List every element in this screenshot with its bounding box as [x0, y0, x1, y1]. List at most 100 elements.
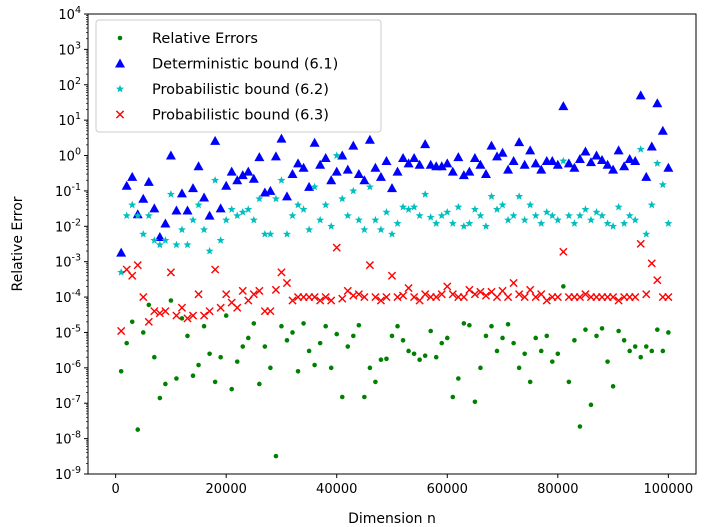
- data-point: [155, 309, 164, 318]
- data-point: [478, 365, 483, 371]
- data-point: [660, 348, 666, 354]
- data-point: [121, 180, 132, 190]
- data-point: [222, 290, 231, 299]
- data-point: [592, 208, 601, 216]
- series-2: [116, 90, 674, 257]
- data-point: [439, 340, 445, 346]
- data-point: [647, 200, 656, 209]
- data-point: [475, 159, 486, 169]
- y-tick-label: 100: [58, 147, 81, 165]
- data-point: [160, 218, 171, 228]
- ticks-layer: 0 20000 40000 60000 80000 100000 10-9 10-8 10-7 1…: [55, 5, 693, 497]
- data-point: [614, 202, 623, 211]
- data-point: [298, 162, 309, 172]
- y-tick-label: 101: [58, 111, 81, 129]
- data-point: [443, 282, 452, 291]
- data-point: [309, 137, 320, 147]
- data-point: [243, 166, 254, 176]
- data-point: [511, 340, 516, 346]
- data-point: [200, 225, 209, 234]
- data-point: [646, 141, 657, 151]
- data-point: [399, 202, 408, 211]
- x-tick-label: 80000: [537, 482, 578, 497]
- data-point: [188, 183, 199, 193]
- data-point: [655, 327, 660, 332]
- data-point: [400, 338, 406, 343]
- data-point: [608, 292, 618, 302]
- data-point: [199, 192, 210, 202]
- data-point: [215, 203, 226, 213]
- data-point: [448, 219, 457, 227]
- data-point: [266, 229, 275, 238]
- data-point: [365, 182, 374, 191]
- data-point: [337, 150, 348, 160]
- data-point: [323, 323, 328, 329]
- data-point: [221, 180, 232, 190]
- data-point: [249, 290, 258, 299]
- data-point: [509, 211, 518, 220]
- data-point: [426, 213, 435, 221]
- data-point: [526, 200, 535, 209]
- data-point: [212, 379, 218, 385]
- y-tick-label: 10-1: [55, 182, 81, 200]
- x-axis-label: Dimension n: [348, 511, 436, 527]
- data-point: [603, 219, 612, 227]
- data-point: [194, 290, 203, 299]
- data-point: [150, 307, 159, 316]
- data-point: [630, 156, 641, 166]
- data-point: [563, 158, 574, 168]
- data-point: [494, 348, 500, 354]
- data-point: [255, 194, 264, 203]
- data-point: [127, 171, 138, 181]
- data-point: [287, 169, 298, 179]
- y-tick-label: 10-7: [55, 394, 81, 412]
- data-point: [647, 259, 656, 268]
- data-point: [653, 276, 662, 285]
- data-point: [486, 140, 497, 150]
- data-point: [384, 356, 389, 362]
- data-point: [398, 291, 408, 300]
- data-point: [542, 296, 551, 305]
- data-point: [138, 193, 149, 203]
- data-point: [262, 344, 268, 349]
- data-point: [245, 335, 251, 341]
- data-point: [163, 381, 168, 387]
- data-point: [635, 90, 646, 100]
- data-point: [425, 159, 436, 169]
- data-point: [559, 156, 568, 165]
- data-point: [555, 351, 561, 357]
- data-point: [124, 340, 129, 346]
- data-point: [483, 333, 489, 339]
- data-point: [536, 164, 547, 174]
- data-point: [360, 292, 369, 302]
- data-point: [489, 323, 494, 329]
- data-point: [658, 180, 667, 189]
- data-point: [388, 229, 396, 238]
- data-point: [467, 322, 472, 328]
- data-point: [548, 211, 557, 220]
- data-point: [371, 215, 380, 224]
- data-point: [165, 150, 176, 160]
- data-point: [526, 285, 535, 294]
- data-point: [211, 265, 220, 274]
- y-tick-label: 10-5: [55, 323, 81, 341]
- data-point: [456, 376, 461, 381]
- data-point: [144, 211, 153, 220]
- data-point: [403, 158, 414, 168]
- data-point: [185, 333, 190, 339]
- data-point: [649, 348, 655, 354]
- data-point: [465, 219, 474, 227]
- data-point: [133, 211, 142, 220]
- data-point: [448, 290, 457, 299]
- data-point: [570, 219, 579, 227]
- data-point: [193, 161, 204, 171]
- data-point: [436, 161, 447, 171]
- data-point: [415, 211, 424, 220]
- data-point: [581, 290, 590, 299]
- data-point: [503, 164, 514, 174]
- data-point: [500, 335, 505, 341]
- series-layer: [116, 90, 674, 459]
- data-point: [458, 170, 469, 180]
- data-point: [304, 181, 315, 191]
- data-point: [353, 169, 364, 179]
